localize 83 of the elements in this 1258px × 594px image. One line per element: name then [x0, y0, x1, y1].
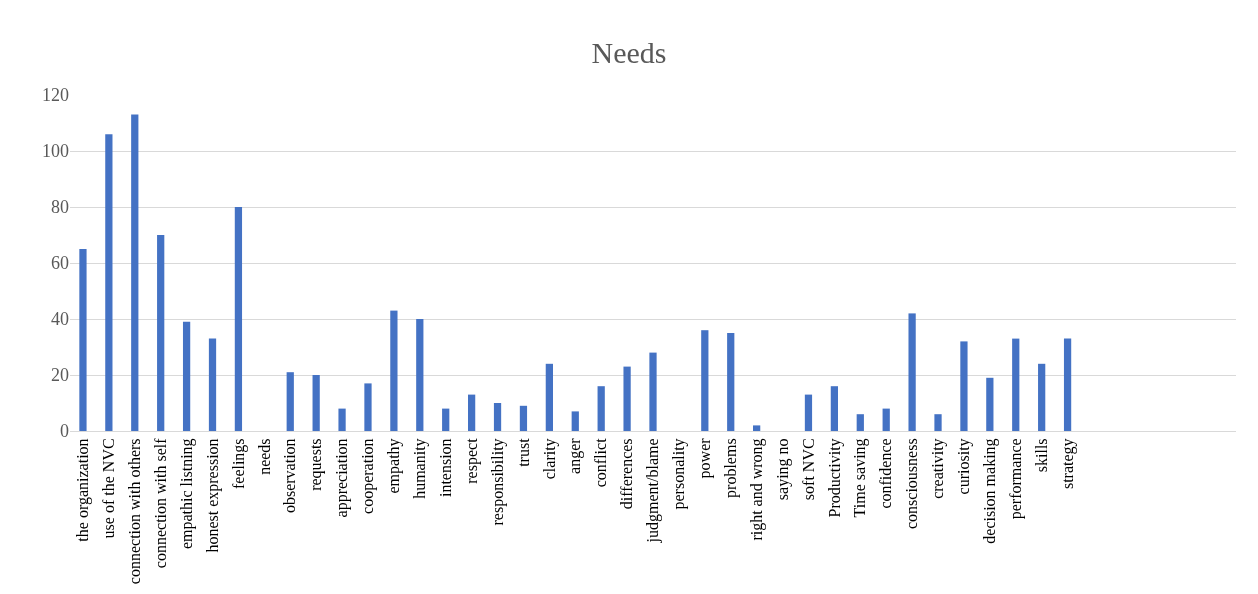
x-tick-label: cooperation: [359, 438, 378, 514]
bar: [105, 134, 113, 431]
bar: [882, 408, 890, 431]
bar: [1012, 338, 1020, 431]
x-tick-label: intension: [436, 438, 454, 498]
x-tick-label: curiosity: [955, 438, 974, 495]
x-tick-label: power: [696, 437, 715, 479]
bar: [1063, 338, 1072, 431]
x-tick-label: personality: [670, 438, 689, 510]
bar: [493, 403, 502, 431]
bar: [364, 383, 372, 431]
bar: [467, 394, 476, 431]
x-tick-label: judgment/blame: [644, 438, 663, 544]
x-tick-label: clarity: [540, 438, 559, 480]
bar: [623, 366, 631, 431]
bar: [701, 330, 709, 431]
x-tick-label: honest expression: [203, 438, 222, 553]
bar: [597, 386, 605, 431]
x-tick-label: use of the NVC: [100, 438, 118, 539]
x-tick-label: humanity: [411, 438, 429, 499]
x-tick-label: saying no: [773, 438, 792, 501]
bar: [338, 408, 346, 431]
y-tick-label: 40: [51, 309, 69, 330]
x-tick-label: requests: [307, 438, 326, 491]
x-tick-label: skills: [1032, 438, 1050, 473]
x-tick-label: empathy: [385, 438, 404, 494]
x-tick-label: the organization: [74, 438, 93, 542]
x-tick-label: responsibility: [488, 438, 507, 526]
x-tick-label: Time saving: [851, 438, 870, 518]
bar: [571, 411, 579, 431]
x-tick-label: confidence: [877, 438, 895, 509]
x-tick-label: creativity: [929, 438, 948, 499]
x-tick-label: trust: [514, 437, 532, 467]
bar: [908, 313, 916, 431]
x-tick-label: conflict: [592, 437, 610, 488]
x-tick-label: consciousness: [903, 438, 921, 530]
bar: [390, 310, 398, 431]
x-tick-label: respect: [462, 437, 481, 484]
y-tick-label: 0: [60, 421, 69, 442]
x-tick-label: feelings: [229, 438, 248, 490]
bar: [1038, 363, 1046, 431]
x-tick-label: strategy: [1058, 438, 1077, 490]
bar: [753, 425, 761, 431]
x-tick-label: differences: [618, 438, 636, 510]
chart-title: Needs: [591, 35, 667, 69]
y-tick-label: 80: [51, 197, 69, 218]
bar: [286, 372, 294, 431]
bar: [519, 405, 528, 431]
bar: [182, 321, 191, 431]
bar: [416, 319, 424, 431]
x-tick-label: connection with others: [125, 438, 143, 585]
bar: [208, 338, 217, 431]
x-tick-label: problems: [721, 438, 740, 498]
bar: [934, 414, 942, 431]
y-tick-label: 120: [42, 85, 69, 106]
bar: [986, 377, 994, 431]
bar: [79, 249, 87, 431]
x-tick-label: soft NVC: [799, 438, 817, 501]
bar: [234, 207, 243, 431]
bar: [649, 352, 657, 431]
x-tick-label: right and wrong: [747, 438, 766, 541]
bar: [442, 408, 450, 431]
y-tick-label: 20: [51, 365, 69, 386]
bar: [830, 386, 839, 431]
x-tick-label: observation: [281, 438, 299, 514]
y-tick-label: 100: [42, 141, 69, 162]
bar: [960, 341, 968, 431]
bar: [312, 375, 320, 431]
x-tick-label: anger: [566, 437, 585, 474]
x-tick-label: empathic listning: [177, 438, 196, 550]
y-tick-label: 60: [51, 253, 69, 274]
x-tick-label: performance: [1006, 438, 1025, 520]
x-tick-label: connection with self: [151, 437, 169, 569]
x-tick-label: appreciation: [333, 438, 352, 518]
bar: [157, 235, 165, 431]
x-tick-label: needs: [255, 438, 273, 475]
x-tick-label: decision making: [981, 438, 1000, 544]
bar: [856, 414, 864, 431]
bar: [727, 333, 735, 431]
bar: [131, 114, 139, 431]
bar: [545, 363, 553, 431]
x-tick-label: Productivity: [825, 438, 844, 518]
bar: [804, 394, 813, 431]
